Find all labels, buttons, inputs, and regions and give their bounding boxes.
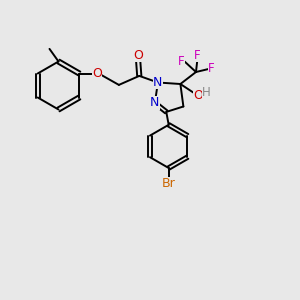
Text: Br: Br [162,177,176,190]
Text: N: N [153,76,163,89]
Text: N: N [150,96,160,110]
Text: O: O [193,89,203,102]
Text: O: O [133,49,143,62]
Text: F: F [194,49,201,62]
Text: O: O [92,67,102,80]
Text: H: H [202,86,211,99]
Text: F: F [208,62,215,76]
Text: F: F [178,55,185,68]
